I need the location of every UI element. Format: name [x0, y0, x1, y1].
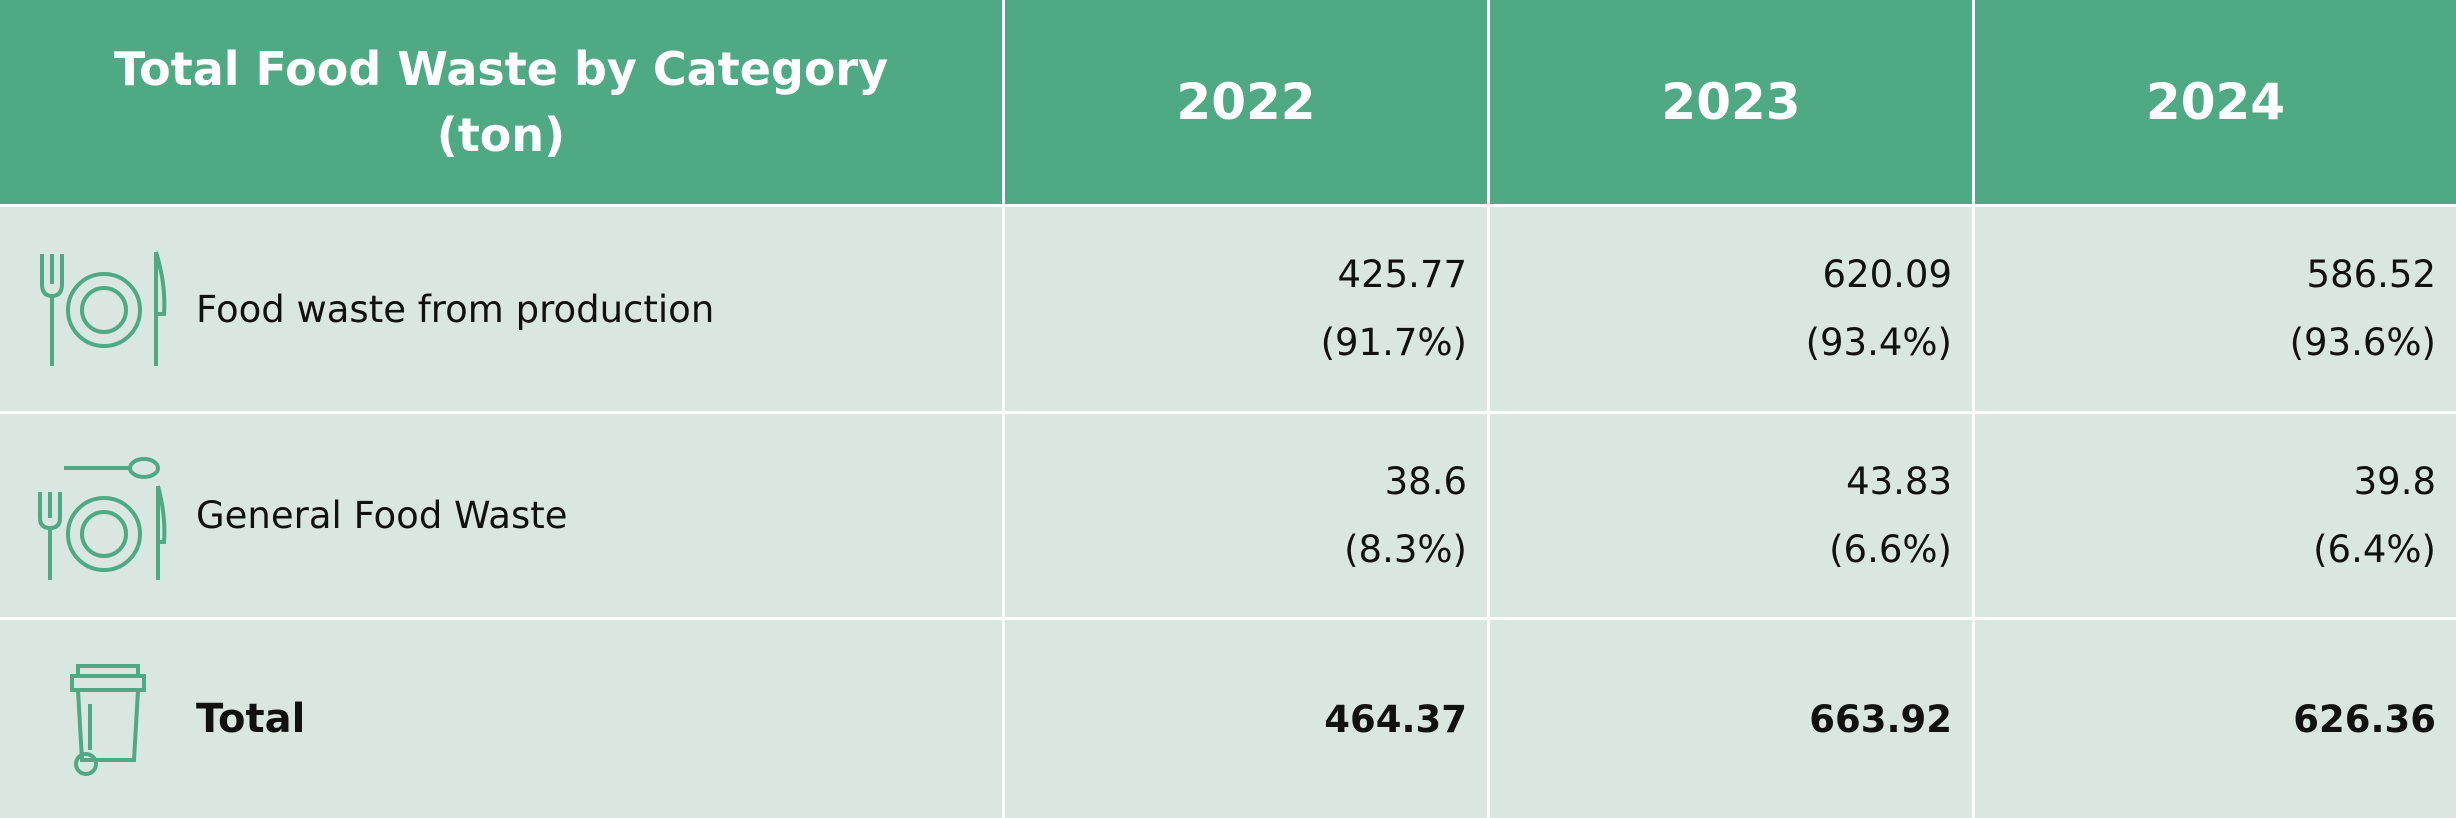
value: 620.09	[1822, 253, 1952, 296]
value-cell: 38.6 (8.3%)	[1005, 414, 1487, 617]
value: 425.77	[1337, 253, 1467, 296]
total-label: Total	[196, 696, 306, 742]
header-title: Total Food Waste by Category (ton)	[113, 42, 889, 162]
header-cell: 2023	[1490, 0, 1972, 204]
total-value: 464.37	[1005, 620, 1487, 818]
share: (6.4%)	[2313, 527, 2436, 571]
row-label-cell: General Food Waste	[0, 414, 1002, 617]
plate-icon	[40, 251, 167, 366]
total-label-cell: Total	[0, 620, 1002, 818]
value: 43.83	[1846, 459, 1952, 503]
value-cell: 620.09 (93.4%)	[1490, 207, 1972, 411]
total-value: 663.92	[1490, 620, 1972, 818]
share: (93.6%)	[2289, 321, 2436, 364]
value: 39.8	[2353, 459, 2436, 503]
cutlery-icon	[38, 456, 167, 580]
total-value: 626.36	[1975, 620, 2456, 818]
share: (6.6%)	[1829, 527, 1952, 571]
share: (93.4%)	[1805, 321, 1952, 364]
header-cell: 2022	[1005, 0, 1487, 204]
row-label-cell: Food waste from production	[0, 207, 1002, 411]
value: 586.52	[2306, 253, 2436, 296]
share: (91.7%)	[1320, 321, 1467, 364]
share: (8.3%)	[1344, 527, 1467, 571]
value-cell: 43.83 (6.6%)	[1490, 414, 1972, 617]
value-cell: 425.77 (91.7%)	[1005, 207, 1487, 411]
bin-icon	[70, 664, 146, 776]
row-label: Food waste from production	[196, 287, 715, 331]
header-cell: 2024	[1975, 0, 2456, 204]
value: 38.6	[1384, 459, 1467, 503]
value-cell: 39.8 (6.4%)	[1975, 414, 2456, 617]
row-label: General Food Waste	[196, 494, 568, 537]
value-cell: 586.52 (93.6%)	[1975, 207, 2456, 411]
header-cell: Total Food Waste by Category (ton)	[0, 0, 1002, 204]
